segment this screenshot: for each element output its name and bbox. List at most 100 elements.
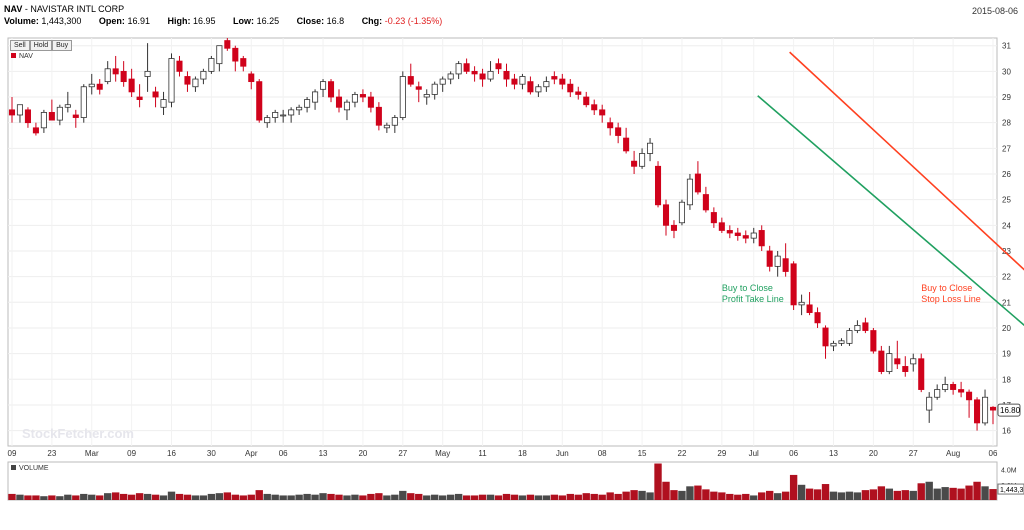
candle-body <box>838 340 845 344</box>
candle <box>591 99 598 115</box>
volume-bar <box>550 494 559 500</box>
candle <box>320 79 327 98</box>
volume-bar <box>223 492 232 500</box>
volume-bar <box>702 489 710 500</box>
candle <box>822 325 829 359</box>
y-tick-label: 18 <box>1002 375 1011 384</box>
candle <box>535 84 542 98</box>
volume-bar <box>311 494 319 500</box>
volume-bar <box>973 481 981 500</box>
candle-body <box>607 122 614 129</box>
volume-bar <box>590 493 598 500</box>
candle-body <box>407 76 414 85</box>
volume-bar <box>622 491 630 500</box>
volume-bar <box>598 494 606 500</box>
candle-body <box>678 201 685 224</box>
volume-bar <box>343 495 351 500</box>
candle-body <box>320 81 327 90</box>
x-tick-label: May <box>435 449 450 458</box>
candle-body <box>535 86 542 93</box>
x-tick-label: 29 <box>717 449 726 458</box>
candle <box>335 89 343 113</box>
candle <box>327 79 335 103</box>
candle <box>16 104 23 123</box>
last-price-box <box>997 403 1021 417</box>
candle-body <box>686 178 693 206</box>
volume-bar <box>8 493 16 500</box>
candle <box>224 38 231 51</box>
candle-body <box>160 99 167 108</box>
x-tick-label: Jul <box>749 449 759 458</box>
candle <box>567 79 574 98</box>
volume-bar <box>630 490 638 500</box>
x-tick-label: 06 <box>279 449 288 458</box>
candle-body <box>894 358 901 365</box>
last-price-label: 16.80 <box>1000 406 1021 415</box>
volume-bar <box>64 494 72 500</box>
price-panel <box>7 37 998 447</box>
candle <box>551 71 558 85</box>
candle <box>958 381 965 398</box>
candle-body <box>264 117 271 124</box>
candle <box>216 45 223 72</box>
volume-bar <box>48 495 56 500</box>
candle <box>503 63 510 87</box>
candle-body <box>391 117 398 126</box>
candle <box>950 381 957 395</box>
candle <box>415 81 422 103</box>
y-tick-label: 26 <box>1002 170 1011 179</box>
candle <box>439 76 446 92</box>
candle-body <box>910 358 917 365</box>
volume-bar <box>335 494 343 500</box>
buy-button[interactable]: Buy <box>52 40 73 51</box>
volume-bar <box>766 490 774 500</box>
candle <box>599 104 606 123</box>
volume-bar <box>247 494 255 500</box>
volume-bar <box>678 490 686 500</box>
volume-bar <box>207 493 216 500</box>
candle-body <box>670 224 678 231</box>
candle-body <box>918 358 925 390</box>
candle-body <box>926 396 933 411</box>
volume-bar <box>486 494 495 500</box>
candle <box>64 91 71 113</box>
candle-body <box>934 389 941 398</box>
candle-body <box>152 91 159 98</box>
candle <box>989 406 997 425</box>
candle <box>631 150 638 174</box>
candle <box>838 338 845 346</box>
candle-body <box>88 83 95 88</box>
candle <box>798 294 805 316</box>
candle-body <box>798 301 805 306</box>
volume-bar <box>167 491 176 500</box>
candle-body <box>830 342 837 347</box>
volume-last-box <box>997 483 1024 495</box>
candle <box>934 384 941 400</box>
candle-body <box>694 173 701 193</box>
candle-body <box>543 81 550 88</box>
y-tick-label: 22 <box>1002 273 1011 282</box>
volume-bar <box>742 493 750 500</box>
volume-bar <box>119 493 128 500</box>
candle-body <box>575 91 582 95</box>
hold-button[interactable]: Hold <box>29 40 53 51</box>
candle-body <box>327 81 335 98</box>
candle <box>942 376 949 393</box>
candle-body <box>886 353 893 372</box>
candle-body <box>862 322 869 331</box>
candle <box>647 138 654 162</box>
volume-bar <box>917 483 925 500</box>
volume-bar <box>303 493 311 500</box>
candle-body <box>989 406 997 411</box>
sell-button[interactable]: Sell <box>10 40 30 51</box>
candle-body <box>814 312 821 324</box>
candle-body <box>551 76 558 80</box>
candle <box>846 327 853 346</box>
ticker-title: NAV - NAVISTAR INTL CORP <box>4 4 125 14</box>
y-tick-label: 19 <box>1002 350 1011 359</box>
x-tick-label: 11 <box>478 449 487 458</box>
candle-body <box>232 47 239 62</box>
candle-body <box>399 76 406 118</box>
candle-body <box>654 165 662 206</box>
